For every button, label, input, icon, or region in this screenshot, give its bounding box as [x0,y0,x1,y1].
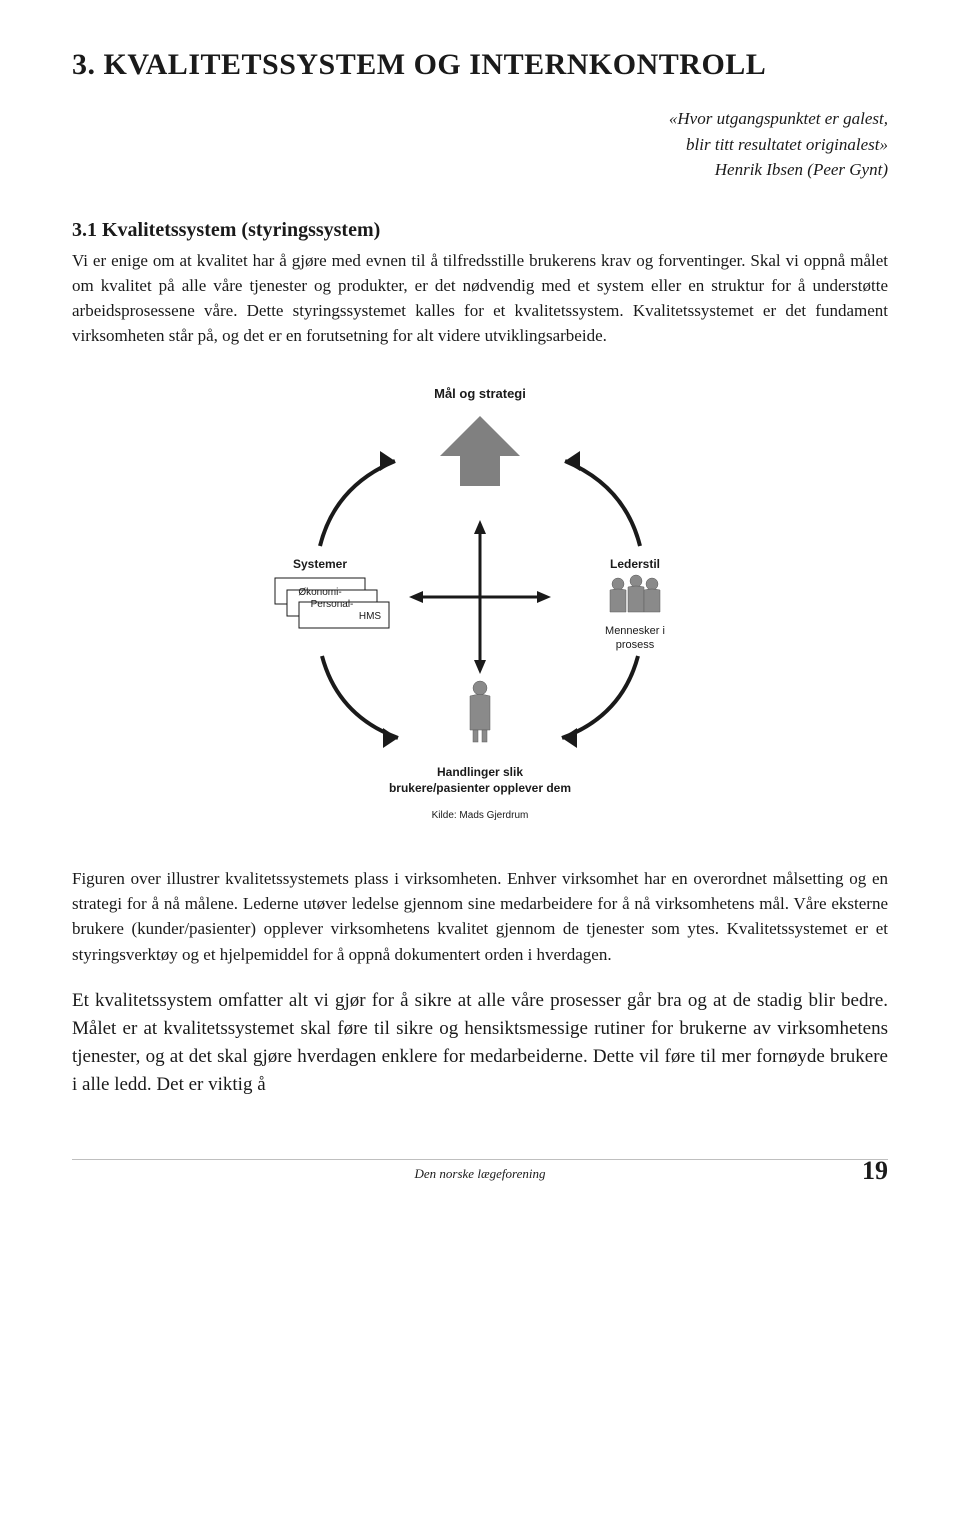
single-person-icon [470,681,490,742]
center-cross-icon [409,520,551,674]
up-arrow-icon [440,416,520,486]
box-okonomi: Økonomi- [298,587,341,598]
diagram-left-label: Systemer [293,557,347,571]
quote-line-3: Henrik Ibsen (Peer Gynt) [72,157,888,183]
diagram-bottom-label-1: Handlinger slik [437,765,523,779]
subsection-heading: 3.1 Kvalitetssystem (styringssystem) [72,219,888,242]
footer-publisher: Den norske lægeforening [415,1166,546,1182]
diagram-source: Kilde: Mads Gjerdrum [432,810,529,821]
diagram-right-sub1: Mennesker i [605,625,665,637]
heading-rest: VALITETSSYSTEM OG INTERNKONTROLL [127,48,766,81]
diagram-top-label: Mål og strategi [434,386,526,401]
quote-line-1: «Hvor utgangspunktet er galest, [72,106,888,132]
systems-boxes: Økonomi- Personal- HMS [275,578,389,628]
epigraph: «Hvor utgangspunktet er galest, blir tit… [72,106,888,183]
paragraph-2: Figuren over illustrer kvalitetssystemet… [72,866,888,967]
diagram-container: Mål og strategi [72,376,888,836]
box-hms: HMS [359,611,382,622]
quality-system-diagram: Mål og strategi [220,376,740,836]
page-footer: Den norske lægeforening 19 [72,1159,888,1182]
box-personal: Personal- [311,599,354,610]
quote-line-2: blir titt resultatet originalest» [72,132,888,158]
people-group-icon [610,575,660,612]
paragraph-1: Vi er enige om at kvalitet har å gjøre m… [72,248,888,349]
paragraph-3: Et kvalitetssystem omfatter alt vi gjør … [72,987,888,1099]
section-heading: 3. KVALITETSSYSTEM OG INTERNKONTROLL [72,48,888,82]
footer-page-number: 19 [862,1156,888,1186]
footer-rule [72,1159,888,1160]
diagram-right-label: Lederstil [610,557,660,571]
diagram-bottom-label-2: brukere/pasienter opplever dem [389,781,571,795]
diagram-right-sub2: prosess [616,639,655,651]
heading-prefix: 3. K [72,48,127,81]
